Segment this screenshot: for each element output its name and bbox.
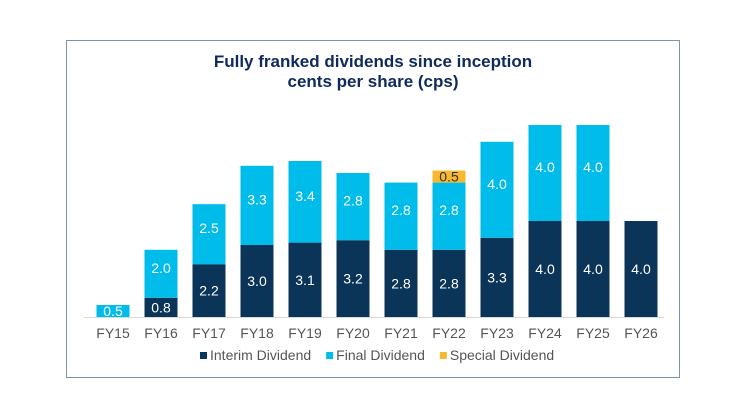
chart-title: Fully franked dividends since inception bbox=[213, 52, 533, 71]
chart-title-block: Fully franked dividends since inception … bbox=[0, 52, 746, 92]
bar-interim-dividend-fy25 bbox=[576, 221, 610, 317]
legend-label: Special Dividend bbox=[450, 347, 554, 363]
bar-final-dividend-fy21 bbox=[384, 182, 418, 250]
bar-final-dividend-fy24 bbox=[528, 125, 562, 221]
x-tick-label: FY20 bbox=[336, 325, 370, 341]
data-label: 4.0 bbox=[631, 261, 651, 277]
bar-interim-dividend-fy24 bbox=[528, 221, 562, 317]
bar-interim-dividend-fy19 bbox=[288, 242, 322, 317]
data-label: 2.2 bbox=[199, 283, 219, 299]
bar-final-dividend-fy22 bbox=[432, 182, 466, 250]
data-label: 3.3 bbox=[487, 269, 507, 285]
data-label: 2.8 bbox=[391, 275, 411, 291]
bar-interim-dividend-fy23 bbox=[480, 237, 514, 317]
x-tick-label: FY21 bbox=[384, 325, 418, 341]
data-label: 4.0 bbox=[487, 176, 507, 192]
legend-swatch bbox=[200, 352, 207, 359]
x-tick-label: FY24 bbox=[528, 325, 562, 341]
bar-final-dividend-fy20 bbox=[336, 173, 370, 241]
x-tick-label: FY15 bbox=[96, 325, 130, 341]
data-label: 3.0 bbox=[247, 273, 267, 289]
data-label: 2.8 bbox=[391, 202, 411, 218]
bar-interim-dividend-fy20 bbox=[336, 240, 370, 317]
data-label: 3.3 bbox=[247, 191, 267, 207]
bar-final-dividend-fy18 bbox=[240, 165, 274, 245]
data-label: 4.0 bbox=[583, 261, 603, 277]
data-label: 3.4 bbox=[295, 188, 315, 204]
x-tick-label: FY25 bbox=[576, 325, 610, 341]
bar-interim-dividend-fy26 bbox=[624, 221, 658, 317]
bar-interim-dividend-fy21 bbox=[384, 249, 418, 317]
legend-label: Interim Dividend bbox=[210, 347, 311, 363]
data-label: 0.5 bbox=[103, 303, 123, 319]
bar-final-dividend-fy25 bbox=[576, 125, 610, 221]
bar-final-dividend-fy17 bbox=[192, 204, 226, 265]
data-label: 2.8 bbox=[439, 275, 459, 291]
x-tick-label: FY16 bbox=[144, 325, 178, 341]
data-label: 3.1 bbox=[295, 272, 315, 288]
bar-interim-dividend-fy17 bbox=[192, 264, 226, 317]
data-label: 4.0 bbox=[535, 159, 555, 175]
x-tick-label: FY22 bbox=[432, 325, 466, 341]
bar-final-dividend-fy16 bbox=[144, 249, 178, 298]
bar-interim-dividend-fy16 bbox=[144, 297, 178, 317]
x-tick-label: FY18 bbox=[240, 325, 274, 341]
data-label: 4.0 bbox=[535, 261, 555, 277]
data-label: 0.5 bbox=[439, 169, 459, 185]
bar-final-dividend-fy15 bbox=[96, 305, 130, 317]
bar-interim-dividend-fy18 bbox=[240, 245, 274, 317]
data-label: 4.0 bbox=[583, 159, 603, 175]
x-tick-label: FY19 bbox=[288, 325, 322, 341]
chart-frame bbox=[66, 40, 680, 378]
bar-final-dividend-fy19 bbox=[288, 161, 322, 243]
data-label: 3.2 bbox=[343, 271, 363, 287]
data-label: 2.5 bbox=[199, 220, 219, 236]
x-tick-label: FY17 bbox=[192, 325, 226, 341]
x-tick-label: FY26 bbox=[624, 325, 658, 341]
chart-subtitle: cents per share (cps) bbox=[287, 72, 459, 91]
legend-swatch bbox=[326, 352, 334, 359]
bar-special-dividend-fy22 bbox=[432, 170, 466, 183]
bar-interim-dividend-fy22 bbox=[432, 249, 466, 317]
data-label: 2.0 bbox=[151, 260, 171, 276]
x-tick-label: FY23 bbox=[480, 325, 514, 341]
data-label: 0.8 bbox=[151, 299, 171, 315]
legend-label: Final Dividend bbox=[336, 347, 425, 363]
data-label: 2.8 bbox=[439, 202, 459, 218]
legend-swatch bbox=[439, 352, 447, 359]
bar-final-dividend-fy23 bbox=[480, 141, 514, 238]
data-label: 2.8 bbox=[343, 193, 363, 209]
